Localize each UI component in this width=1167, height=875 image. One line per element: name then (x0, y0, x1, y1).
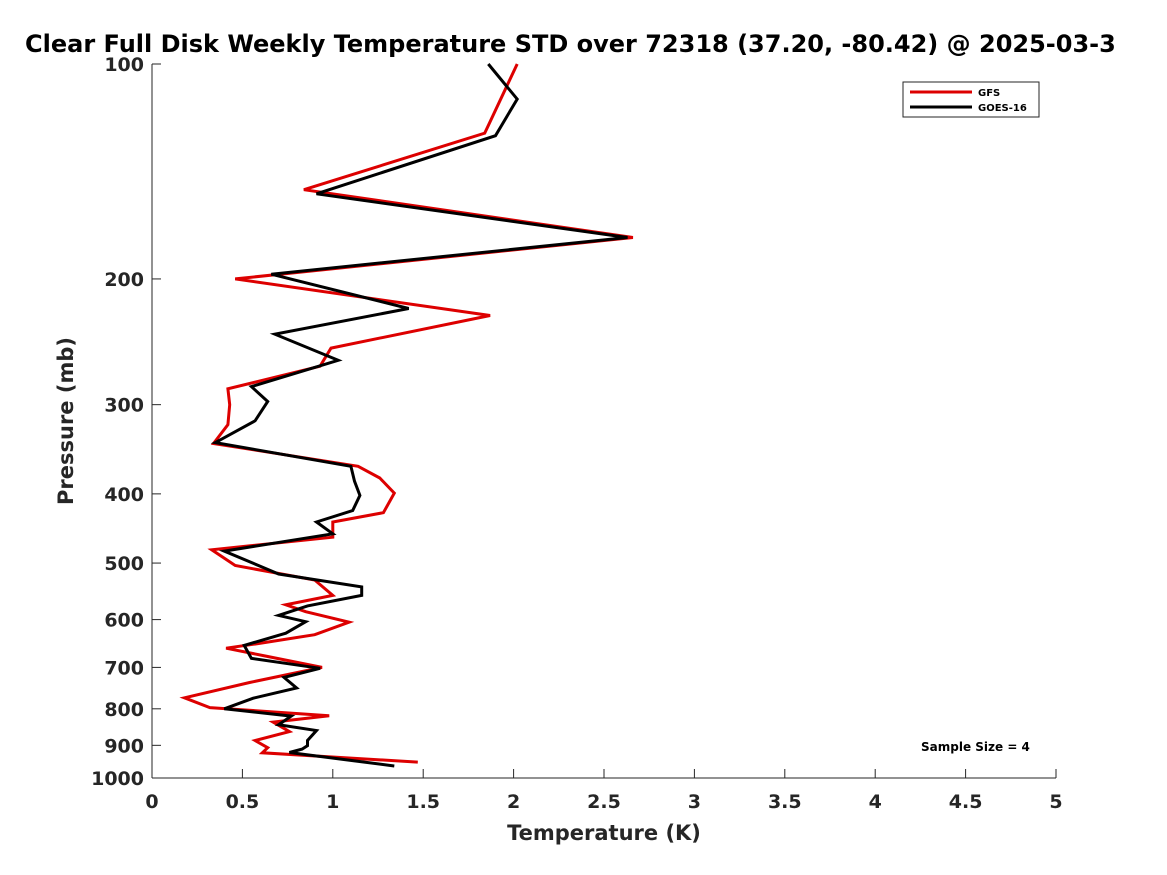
x-tick-label: 4.5 (949, 791, 983, 813)
x-tick-label: 0 (145, 791, 158, 813)
y-tick-label: 1000 (91, 768, 144, 790)
series-group (179, 63, 634, 768)
y-tick-label: 700 (104, 657, 144, 679)
legend-box (902, 81, 1040, 118)
y-tick-label: 900 (104, 735, 144, 757)
x-tick-label: 1.5 (406, 791, 440, 813)
y-axis-label: Pressure (mb) (54, 337, 78, 505)
y-tick-label: 300 (104, 395, 144, 417)
x-ticks: 0 0.5 1 1.5 2 2.5 3 3.5 4 4.5 5 (145, 769, 1063, 813)
legend-label-gfs: GFS (978, 88, 1000, 99)
y-tick-label: 100 (104, 54, 144, 76)
x-tick-label: 5 (1049, 791, 1062, 813)
y-tick-label: 400 (104, 484, 144, 506)
series-line-goes-16 (210, 63, 628, 768)
x-tick-label: 1 (326, 791, 339, 813)
y-ticks: 100 200 300 400 500 600 700 800 900 1000 (91, 54, 161, 790)
x-tick-label: 3.5 (768, 791, 802, 813)
x-tick-label: 0.5 (226, 791, 260, 813)
x-tick-label: 3 (688, 791, 701, 813)
x-tick-label: 2.5 (587, 791, 621, 813)
y-tick-label: 600 (104, 610, 144, 632)
y-tick-label: 500 (104, 553, 144, 575)
sample-size-annotation: Sample Size = 4 (921, 740, 1030, 754)
chart-title: Clear Full Disk Weekly Temperature STD o… (25, 30, 1116, 58)
x-tick-label: 2 (507, 791, 520, 813)
y-tick-label: 800 (104, 699, 144, 721)
y-tick-label: 200 (104, 269, 144, 291)
legend: GFS GOES-16 (902, 81, 1040, 118)
plot-area (151, 64, 1056, 779)
x-tick-label: 4 (869, 791, 882, 813)
legend-label-goes-16: GOES-16 (978, 103, 1027, 114)
x-axis-label: Temperature (K) (507, 821, 701, 845)
